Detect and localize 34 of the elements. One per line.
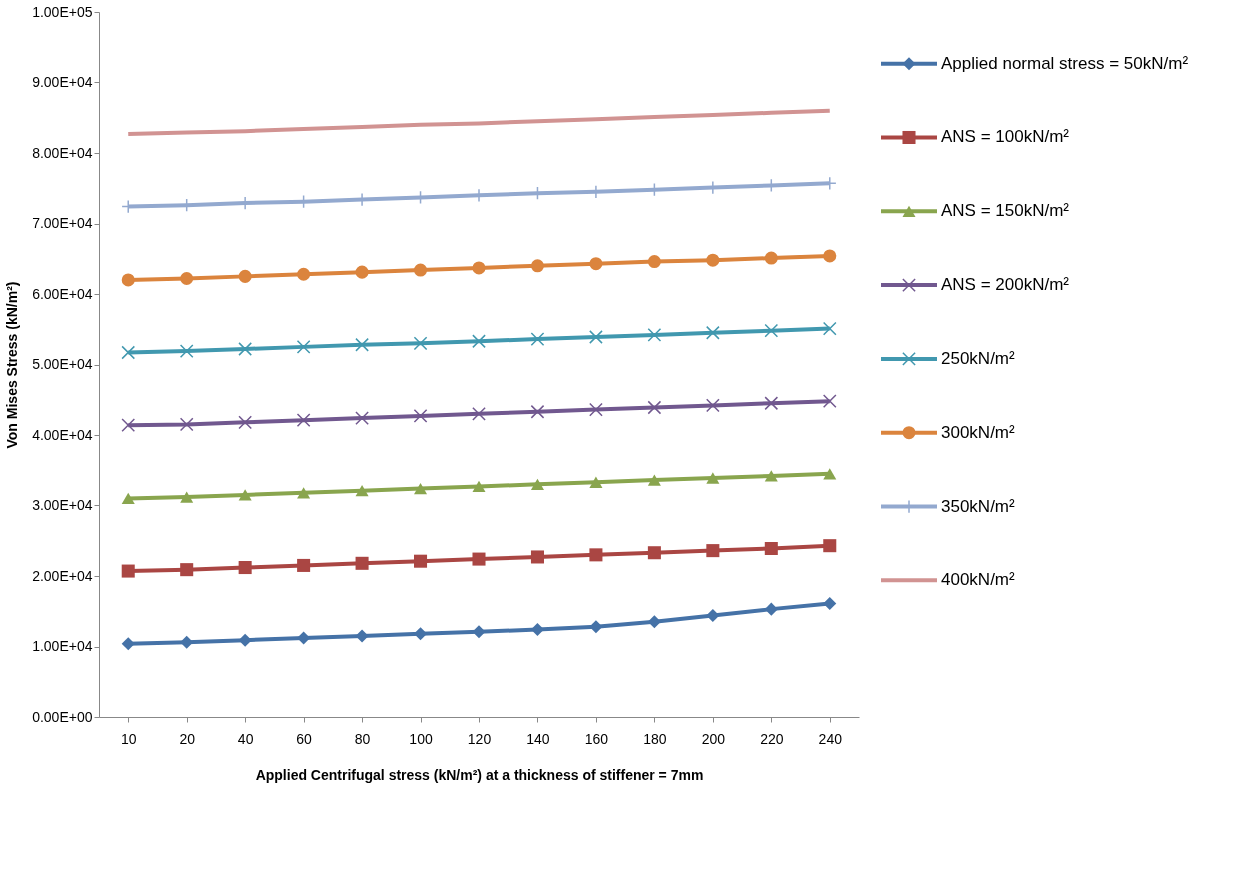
y-tick-label: 3.00E+04 (32, 497, 93, 513)
x-tick-label: 140 (526, 730, 550, 747)
x-tick-label: 80 (354, 730, 371, 747)
legend-label: 400kN/m² (941, 570, 1016, 590)
x-tick-label: 160 (584, 730, 609, 747)
y-tick-label: 9.00E+04 (32, 74, 93, 90)
legend-label: ANS = 100kN/m² (941, 127, 1070, 147)
x-tick-label: 10 (120, 730, 137, 747)
y-tick-label: 8.00E+04 (32, 144, 93, 161)
y-tick-label: 6.00E+04 (32, 285, 93, 302)
legend-label: Applied normal stress = 50kN/m² (941, 53, 1189, 73)
legend-label: 250kN/m² (941, 348, 1016, 368)
x-tick-label: 40 (237, 730, 254, 747)
x-tick-label: 60 (296, 730, 313, 747)
x-tick-label: 240 (818, 730, 843, 747)
x-tick-label: 200 (701, 730, 726, 747)
x-tick-label: 100 (409, 730, 433, 747)
legend-label: 300kN/m² (941, 422, 1016, 442)
x-tick-label: 180 (643, 730, 667, 747)
legend-label: ANS = 150kN/m² (941, 201, 1070, 221)
x-tick-label: 20 (179, 730, 196, 747)
y-tick-label: 1.00E+05 (32, 3, 93, 20)
y-tick-label: 2.00E+04 (32, 567, 93, 584)
y-tick-label: 1.00E+04 (32, 638, 93, 654)
y-tick-label: 5.00E+04 (32, 356, 93, 372)
y-tick-label: 4.00E+04 (32, 426, 93, 443)
y-tick-label: 0.00E+00 (32, 708, 93, 725)
x-axis-title: Applied Centrifugal stress (kN/m²) at a thickness of stiffener = 7mm (255, 766, 704, 783)
x-tick-label: 220 (760, 730, 784, 747)
y-axis-title: Von Mises Stress (kN/m²) (4, 281, 21, 449)
y-tick-label: 7.00E+04 (32, 215, 93, 231)
x-tick-label: 120 (467, 730, 492, 747)
legend-label: 350kN/m² (941, 496, 1016, 516)
legend-label: ANS = 200kN/m² (941, 275, 1070, 295)
